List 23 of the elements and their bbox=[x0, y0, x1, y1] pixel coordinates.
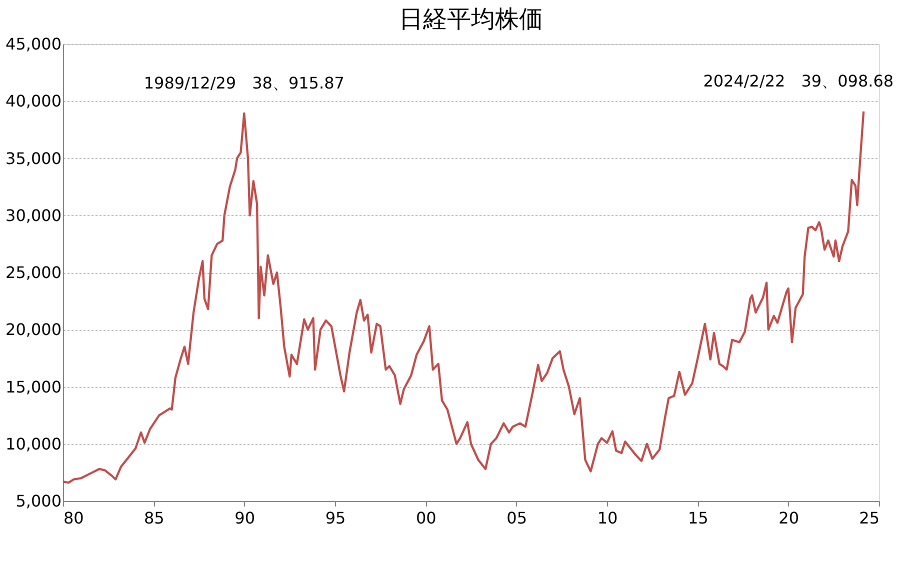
x-tick-label: 20 bbox=[778, 508, 800, 528]
x-tick-label: 00 bbox=[416, 508, 436, 528]
y-tick-label: 15,000 bbox=[6, 377, 62, 396]
y-tick-label: 25,000 bbox=[6, 263, 62, 282]
y-tick-label: 10,000 bbox=[6, 434, 62, 454]
y-tick-label: 45,000 bbox=[6, 34, 62, 54]
x-tick-label: 95 bbox=[325, 508, 346, 528]
y-tick-label: 40,000 bbox=[6, 92, 62, 111]
x-tick-label: 25 bbox=[859, 508, 880, 528]
x-tick-label: 85 bbox=[144, 508, 164, 528]
x-tick-label: 80 bbox=[64, 508, 84, 528]
y-tick-label: 30,000 bbox=[6, 206, 62, 225]
line-series bbox=[62, 110, 865, 484]
y-tick-label: 5,000 bbox=[16, 492, 62, 510]
x-tick-label: 15 bbox=[688, 508, 708, 528]
y-tick-label: 20,000 bbox=[6, 320, 62, 340]
annotation: 2024/2/22 39、098.68 bbox=[703, 71, 894, 90]
chart-title: 日経平均株価 bbox=[399, 5, 543, 33]
y-tick-label: 35,000 bbox=[6, 148, 62, 168]
x-tick-label: 10 bbox=[597, 508, 618, 528]
annotation: 1989/12/29 38、915.87 bbox=[144, 74, 344, 93]
x-tick-label: 05 bbox=[506, 508, 528, 528]
x-tick-label: 90 bbox=[234, 508, 256, 528]
